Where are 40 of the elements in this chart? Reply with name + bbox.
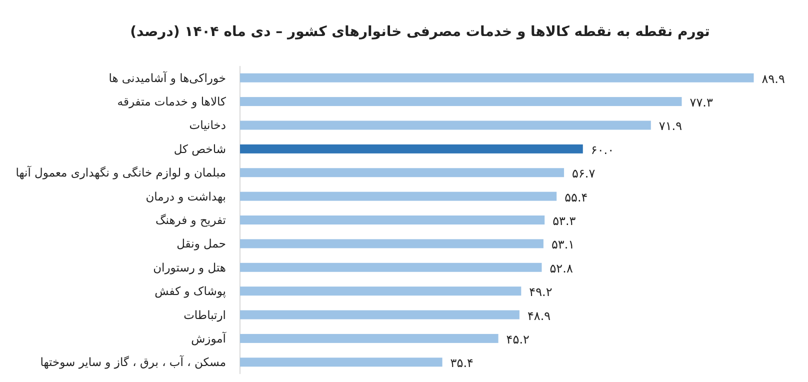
y-tick-label: پوشاک و کفش: [154, 284, 226, 298]
data-label: ۵۳.۳: [552, 214, 576, 228]
y-tick-label: بهداشت و درمان: [146, 189, 226, 204]
bar: [240, 73, 754, 82]
chart-title: تورم نقطه به نقطه کالاها و خدمات مصرفی خانوارهای کشور – دی ماه ۱۴۰۴ (درصد): [130, 24, 710, 40]
data-label: ۵۳.۱: [551, 238, 575, 252]
y-tick-label: مبلمان و لوازم خانگی و نگهداری معمول آنها: [16, 166, 226, 180]
bar: [240, 120, 651, 130]
bar: [240, 144, 583, 154]
data-label: ۶۰.۰: [590, 142, 614, 157]
bar: [240, 358, 442, 367]
bar: [240, 310, 520, 320]
data-label: ۳۵.۴: [450, 356, 474, 370]
y-tick-label: آموزش: [191, 331, 227, 346]
y-tick-label: شاخص کل: [174, 142, 226, 156]
bar: [240, 216, 545, 224]
data-label: ۵۶.۷: [572, 166, 596, 181]
data-label: ۴۸.۹: [527, 308, 551, 323]
data-label: ۴۵.۲: [506, 332, 530, 346]
data-label: ۷۱.۹: [658, 119, 682, 134]
bar: [240, 168, 564, 178]
data-label: ۷۷.۳: [690, 96, 714, 110]
bar: [240, 262, 542, 272]
y-tick-label: تفریح و فرهنگ: [155, 213, 226, 227]
y-tick-label: ارتباطات: [184, 308, 226, 322]
bar: [240, 239, 544, 248]
bar: [240, 334, 498, 343]
data-label: ۵۵.۴: [564, 190, 588, 204]
data-label: ۵۲.۸: [550, 261, 574, 276]
bar: [240, 286, 522, 296]
y-tick-label: هتل و رستوران: [153, 260, 226, 274]
y-tick-label: خوراکی‌ها و آشامیدنی ها: [108, 70, 226, 85]
bar: [240, 97, 682, 106]
y-tick-label: دخانیات: [189, 118, 226, 132]
y-tick-label: حمل ونقل: [176, 236, 226, 251]
bar: [240, 192, 557, 201]
data-label: ۴۹.۲: [529, 285, 552, 300]
y-tick-label: مسکن ، آب ، برق ، گاز و سایر سوختها: [40, 355, 226, 370]
y-tick-label: کالاها و خدمات متفرقه: [117, 94, 227, 109]
data-label: ۸۹.۹: [762, 72, 785, 86]
